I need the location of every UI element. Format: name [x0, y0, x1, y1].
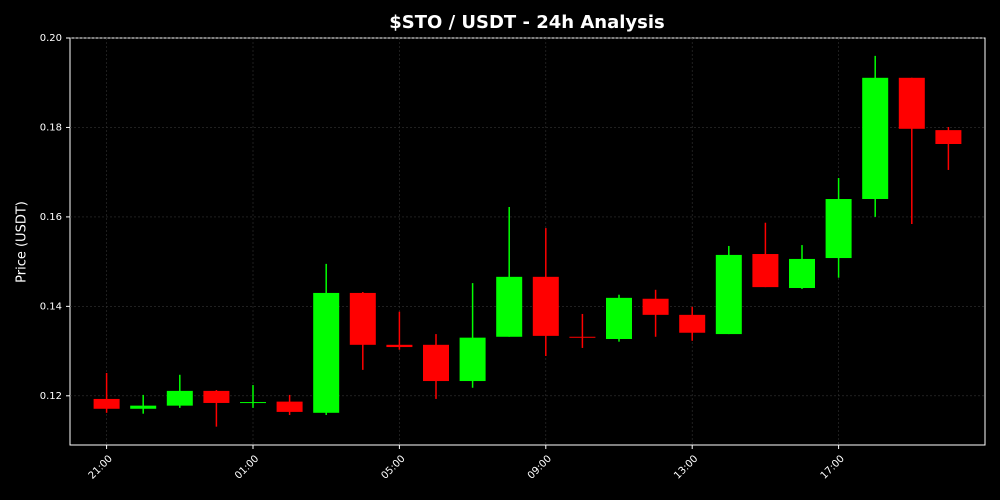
y-tick-label: 0.12 [40, 391, 62, 402]
candle-body [130, 405, 157, 409]
candle-body [203, 390, 230, 403]
candle-body [935, 130, 962, 144]
candle-body [898, 77, 925, 129]
y-tick-label: 0.16 [40, 212, 62, 223]
candle-body [496, 276, 523, 337]
y-tick-label: 0.20 [40, 33, 62, 44]
candle-body [313, 292, 340, 413]
candle-body [715, 254, 742, 335]
y-tick-label: 0.14 [40, 301, 62, 312]
candle-body [752, 254, 779, 288]
candle-body [532, 276, 559, 336]
candle-body [825, 199, 852, 259]
candle-body [423, 344, 449, 382]
candle-body [606, 297, 632, 340]
candle-body [789, 258, 815, 289]
candle-body [679, 314, 706, 333]
candle-body [240, 402, 266, 404]
candle-body [166, 390, 193, 406]
candle-body [93, 398, 120, 409]
candle-body [642, 298, 669, 315]
candle-body [276, 401, 303, 412]
candle-body [349, 292, 376, 345]
y-axis-label: Price (USDT) [15, 201, 30, 283]
candle-body [569, 336, 596, 338]
candle-body [862, 77, 889, 200]
y-tick-label: 0.18 [40, 122, 62, 133]
chart-title: $STO / USDT - 24h Analysis [389, 12, 665, 33]
candle-body [459, 337, 486, 382]
candle-body [386, 344, 413, 348]
